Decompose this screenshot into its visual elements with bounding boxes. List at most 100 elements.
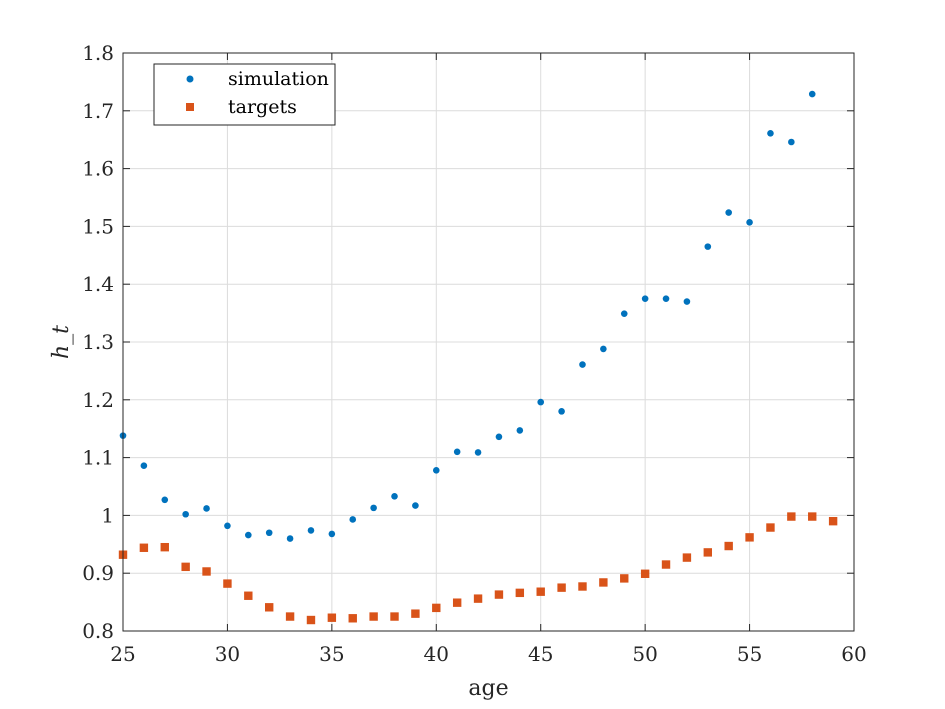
simulation-point bbox=[286, 535, 294, 542]
simulation-point bbox=[620, 310, 628, 317]
targets-point bbox=[432, 603, 441, 613]
simulation-point bbox=[182, 510, 189, 518]
simulation-point bbox=[391, 493, 398, 500]
simulation-point bbox=[161, 496, 169, 504]
y-tick-label: 1 bbox=[101, 503, 114, 527]
targets-point bbox=[682, 553, 692, 562]
x-tick-label: 40 bbox=[424, 642, 449, 666]
targets-point bbox=[139, 543, 149, 552]
targets-point bbox=[494, 590, 504, 599]
simulation-point bbox=[412, 502, 419, 509]
simulation-point bbox=[683, 298, 691, 305]
targets-point bbox=[557, 583, 566, 592]
targets-point bbox=[724, 541, 733, 551]
simulation-point bbox=[641, 295, 649, 302]
simulation-point bbox=[224, 522, 231, 530]
legend-simulation-label: simulation bbox=[228, 68, 329, 90]
simulation-point bbox=[370, 504, 377, 512]
simulation-point bbox=[579, 361, 586, 368]
simulation-point bbox=[307, 527, 315, 534]
simulation-point bbox=[328, 530, 336, 538]
targets-point bbox=[787, 512, 796, 521]
targets-point bbox=[327, 613, 337, 622]
legend: simulation targets bbox=[153, 63, 336, 126]
y-tick-label: 1.1 bbox=[82, 446, 114, 470]
targets-point bbox=[369, 612, 378, 621]
simulation-point bbox=[558, 408, 565, 415]
simulation-point bbox=[140, 462, 148, 469]
targets-point bbox=[599, 578, 608, 587]
legend-targets-marker bbox=[186, 103, 194, 111]
targets-point bbox=[828, 516, 838, 526]
simulation-point bbox=[600, 345, 607, 353]
y-tick-label: 1.4 bbox=[82, 272, 114, 296]
targets-point bbox=[181, 562, 190, 572]
simulation-point bbox=[432, 467, 440, 474]
x-tick-label: 25 bbox=[110, 642, 135, 666]
axis-ticks bbox=[122, 52, 855, 632]
simulation-point bbox=[767, 130, 774, 137]
simulation-point bbox=[662, 295, 670, 302]
y-tick-label: 0.9 bbox=[82, 561, 114, 585]
targets-point bbox=[661, 560, 671, 569]
targets-point bbox=[390, 612, 399, 621]
y-tick-label: 1.2 bbox=[82, 388, 114, 412]
targets-point bbox=[808, 512, 817, 521]
simulation-point bbox=[453, 448, 461, 456]
x-tick-label: 35 bbox=[319, 642, 344, 666]
targets-point bbox=[202, 567, 211, 576]
legend-simulation-marker bbox=[186, 75, 194, 83]
legend-targets-label: targets bbox=[228, 96, 297, 118]
simulation-point bbox=[203, 505, 210, 512]
targets-point bbox=[306, 615, 316, 625]
targets-series bbox=[118, 512, 838, 625]
targets-point bbox=[703, 548, 712, 557]
targets-point bbox=[223, 579, 232, 588]
x-tick-label: 55 bbox=[737, 642, 762, 666]
targets-point bbox=[285, 612, 295, 621]
targets-point bbox=[578, 582, 587, 591]
simulation-point bbox=[808, 90, 816, 98]
simulation-point bbox=[495, 433, 503, 441]
targets-point bbox=[515, 588, 525, 598]
targets-point bbox=[244, 591, 253, 600]
simulation-point bbox=[788, 138, 795, 146]
y-tick-label: 1.5 bbox=[82, 214, 114, 238]
x-tick-label: 45 bbox=[528, 642, 553, 666]
y-tick-label: 1.7 bbox=[82, 99, 114, 123]
simulation-point bbox=[245, 531, 252, 539]
y-tick-labels: 0.8 0.9 1 1.1 1.2 1.3 1.4 1.5 1.6 1.7 1.8 bbox=[82, 41, 114, 643]
y-tick-label: 0.8 bbox=[82, 619, 114, 643]
targets-point bbox=[411, 609, 420, 618]
simulation-point bbox=[725, 209, 732, 216]
y-tick-label: 1.3 bbox=[82, 330, 114, 354]
targets-point bbox=[620, 574, 629, 583]
simulation-point bbox=[474, 449, 482, 456]
simulation-point bbox=[746, 219, 753, 226]
simulation-series bbox=[119, 90, 816, 542]
x-tick-label: 60 bbox=[841, 642, 866, 666]
simulation-point bbox=[265, 529, 273, 537]
y-tick-label: 1.8 bbox=[82, 41, 114, 65]
x-tick-label: 50 bbox=[632, 642, 657, 666]
x-axis-label: age bbox=[468, 676, 508, 701]
simulation-point bbox=[704, 243, 712, 250]
targets-point bbox=[536, 587, 545, 596]
simulation-point bbox=[349, 516, 357, 523]
targets-point bbox=[160, 542, 169, 552]
targets-point bbox=[766, 523, 775, 532]
targets-point bbox=[640, 569, 650, 578]
legend-box bbox=[153, 63, 336, 126]
targets-point bbox=[745, 533, 754, 542]
targets-point bbox=[348, 614, 357, 623]
targets-point bbox=[265, 603, 274, 612]
simulation-point bbox=[516, 427, 524, 434]
x-tick-label: 30 bbox=[215, 642, 240, 666]
y-tick-label: 1.6 bbox=[82, 157, 114, 181]
simulation-point bbox=[537, 398, 545, 406]
targets-point bbox=[473, 594, 483, 603]
y-axis-label: h_t bbox=[49, 325, 74, 359]
x-tick-labels: 25 30 35 40 45 50 55 60 bbox=[110, 642, 866, 666]
targets-point bbox=[452, 598, 462, 607]
